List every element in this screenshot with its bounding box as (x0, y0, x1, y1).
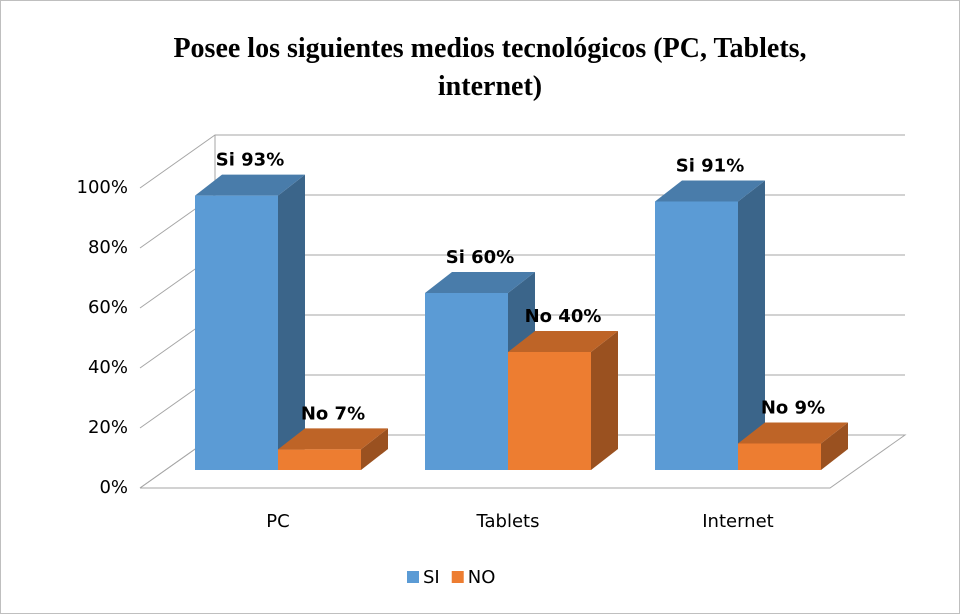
y-tick-label: 0% (99, 477, 128, 498)
legend-swatch (407, 571, 419, 583)
legend-label: SI (423, 567, 440, 588)
bar-face (591, 331, 618, 470)
bar-face (655, 180, 765, 202)
bar-face (738, 443, 821, 470)
value-label: Si 91% (676, 156, 744, 177)
legend-label: NO (468, 567, 496, 588)
bar (508, 331, 618, 470)
bar-face (821, 422, 848, 470)
bar-face (361, 428, 388, 470)
bar-face (278, 428, 388, 450)
value-label: Si 93% (216, 150, 284, 171)
bar (738, 422, 848, 470)
x-tick-label: Internet (702, 511, 773, 532)
bar (278, 428, 388, 470)
value-label: No 9% (761, 397, 825, 418)
chart-title: Posee los siguientes medios tecnológicos… (173, 33, 807, 102)
bar-face (655, 201, 738, 471)
bar-face (425, 272, 535, 293)
y-tick-label: 40% (88, 357, 128, 378)
bar (655, 180, 765, 471)
grid-line (139, 134, 905, 189)
bar-face (508, 331, 618, 352)
y-tick-label: 80% (88, 237, 128, 258)
legend-swatch (451, 571, 464, 583)
bar-face (278, 449, 361, 470)
bar-face (195, 174, 305, 196)
bar-face (508, 352, 591, 470)
y-tick-label: 60% (88, 297, 128, 318)
bar-face (195, 195, 278, 470)
x-tick-label: PC (266, 511, 289, 532)
value-label: Si 60% (446, 247, 514, 268)
x-tick-label: Tablets (476, 511, 540, 532)
bar-face (278, 174, 305, 470)
y-tick-label: 20% (88, 417, 128, 438)
bar-face (738, 422, 848, 444)
value-label: No 7% (301, 403, 365, 424)
y-tick-label: 100% (77, 177, 128, 198)
bar (195, 174, 305, 470)
bar-face (425, 293, 508, 470)
bar-face (738, 180, 765, 471)
value-label: No 40% (525, 306, 602, 327)
